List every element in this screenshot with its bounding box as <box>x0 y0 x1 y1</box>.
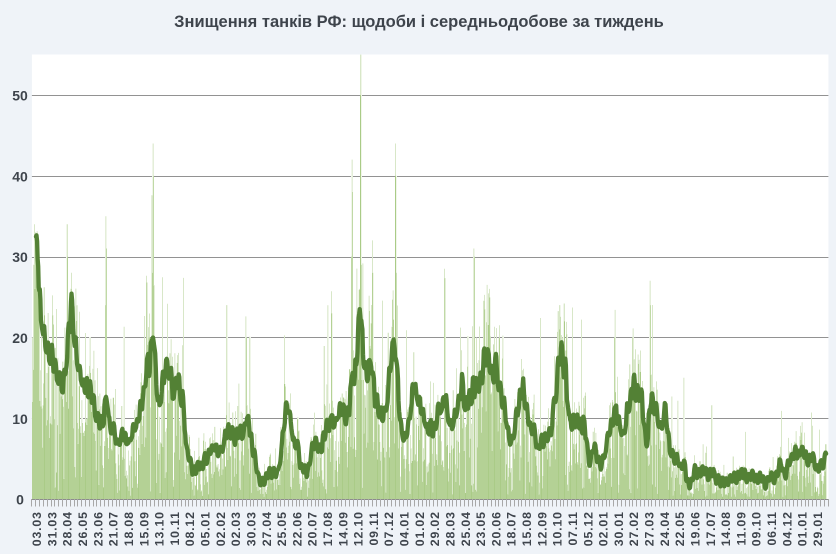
svg-text:27.02: 27.02 <box>627 511 641 546</box>
svg-text:20: 20 <box>12 330 28 346</box>
svg-text:02.03: 02.03 <box>229 511 243 546</box>
svg-text:14.09: 14.09 <box>336 511 350 546</box>
svg-text:13.10: 13.10 <box>153 511 167 546</box>
svg-text:10: 10 <box>12 411 28 427</box>
svg-text:17.07: 17.07 <box>704 511 718 546</box>
svg-text:20.07: 20.07 <box>306 511 320 546</box>
svg-text:29.01: 29.01 <box>811 511 825 546</box>
svg-text:27.03: 27.03 <box>643 511 657 546</box>
svg-text:31.03: 31.03 <box>45 511 59 546</box>
svg-text:20.06: 20.06 <box>489 511 503 546</box>
svg-text:29.02: 29.02 <box>428 511 442 546</box>
svg-text:07.12: 07.12 <box>382 511 396 546</box>
svg-text:Знищення танків РФ: щодоби і с: Знищення танків РФ: щодоби і середньодоб… <box>174 13 664 31</box>
svg-text:23.05: 23.05 <box>474 511 488 546</box>
svg-text:18.08: 18.08 <box>122 511 136 546</box>
svg-text:02.02: 02.02 <box>214 511 228 546</box>
svg-text:27.04: 27.04 <box>260 511 274 546</box>
svg-text:21.07: 21.07 <box>107 511 121 546</box>
svg-text:26.05: 26.05 <box>76 511 90 546</box>
svg-text:04.12: 04.12 <box>780 511 794 546</box>
svg-text:18.07: 18.07 <box>505 511 519 546</box>
svg-text:04.01: 04.01 <box>398 511 412 546</box>
svg-text:05.12: 05.12 <box>581 511 595 546</box>
svg-text:24.04: 24.04 <box>658 511 672 546</box>
svg-text:50: 50 <box>12 88 28 104</box>
svg-text:30: 30 <box>12 249 28 265</box>
svg-text:30.01: 30.01 <box>612 511 626 546</box>
svg-text:28.03: 28.03 <box>444 511 458 546</box>
svg-text:05.01: 05.01 <box>199 511 213 546</box>
svg-text:09.11: 09.11 <box>367 511 381 545</box>
svg-text:23.06: 23.06 <box>91 511 105 546</box>
svg-text:0: 0 <box>16 492 24 508</box>
svg-text:25.04: 25.04 <box>459 511 473 546</box>
svg-text:22.06: 22.06 <box>290 511 304 546</box>
svg-text:01.02: 01.02 <box>413 511 427 546</box>
svg-text:15.09: 15.09 <box>137 511 151 546</box>
svg-text:11.09: 11.09 <box>734 511 748 545</box>
svg-text:14.08: 14.08 <box>719 511 733 546</box>
svg-text:22.05: 22.05 <box>673 511 687 546</box>
svg-text:01.01: 01.01 <box>796 511 810 546</box>
svg-text:03.03: 03.03 <box>30 511 44 546</box>
svg-text:06.11: 06.11 <box>765 511 779 545</box>
svg-text:10.11: 10.11 <box>168 511 182 545</box>
svg-text:15.08: 15.08 <box>520 511 534 546</box>
svg-text:09.10: 09.10 <box>750 511 764 546</box>
svg-text:08.12: 08.12 <box>183 511 197 546</box>
svg-text:02.01: 02.01 <box>597 511 611 546</box>
svg-text:28.04: 28.04 <box>61 511 75 546</box>
svg-text:25.05: 25.05 <box>275 511 289 546</box>
svg-text:40: 40 <box>12 168 28 184</box>
svg-text:07.11: 07.11 <box>566 511 580 545</box>
svg-text:12.09: 12.09 <box>535 511 549 546</box>
svg-text:19.06: 19.06 <box>688 511 702 546</box>
svg-text:10.10: 10.10 <box>551 511 565 546</box>
svg-text:30.03: 30.03 <box>244 511 258 546</box>
svg-text:17.08: 17.08 <box>321 511 335 546</box>
svg-text:12.10: 12.10 <box>352 511 366 546</box>
